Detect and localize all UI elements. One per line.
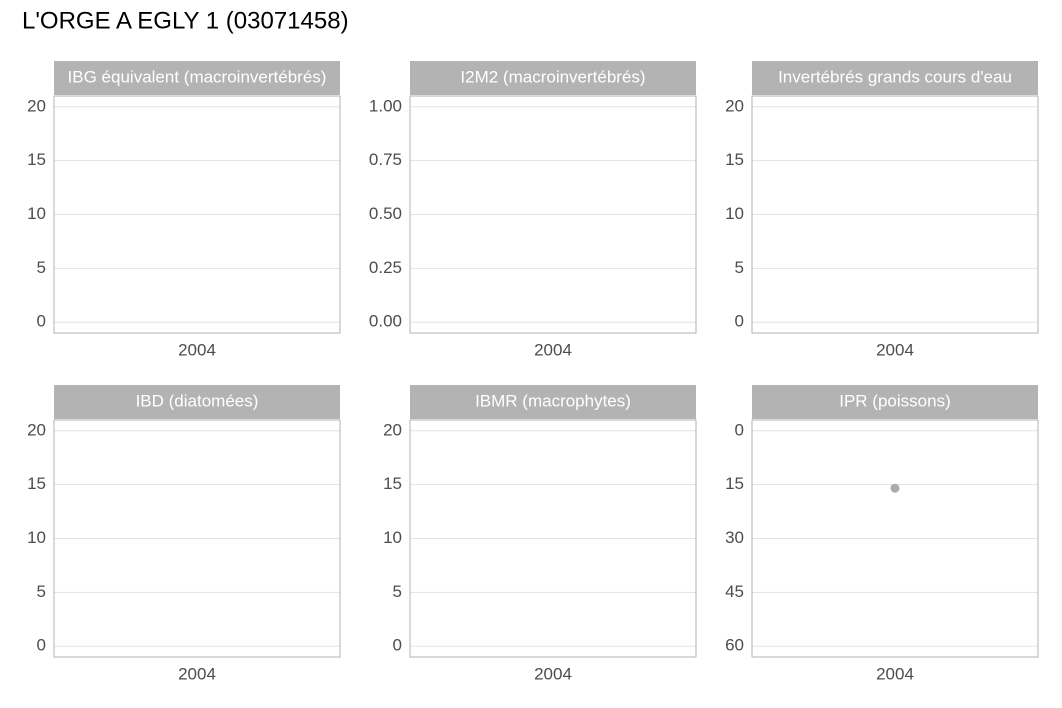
x-tick-label: 2004 xyxy=(534,664,572,683)
y-tick-label: 0 xyxy=(393,636,402,655)
panel-border xyxy=(53,419,341,658)
x-tick-label: 2004 xyxy=(876,340,914,359)
panel-title: IBD (diatomées) xyxy=(136,391,259,410)
strip xyxy=(752,61,1038,95)
y-tick-label: 1.00 xyxy=(369,96,402,115)
y-tick-label: 20 xyxy=(725,96,744,115)
y-tick-label: 0.75 xyxy=(369,150,402,169)
y-tick-label: 15 xyxy=(725,150,744,169)
y-tick-label: 10 xyxy=(383,528,402,547)
y-tick-label: 0 xyxy=(735,420,744,439)
y-tick-label: 5 xyxy=(37,258,46,277)
y-tick-label: 20 xyxy=(383,420,402,439)
strip xyxy=(410,385,696,419)
y-tick-label: 10 xyxy=(27,528,46,547)
y-tick-label: 0 xyxy=(37,312,46,331)
y-tick-label: 30 xyxy=(725,528,744,547)
x-tick-label: 2004 xyxy=(876,664,914,683)
x-tick-label: 2004 xyxy=(178,664,216,683)
strip xyxy=(752,385,1038,419)
y-tick-label: 15 xyxy=(27,150,46,169)
y-tick-label: 10 xyxy=(725,204,744,223)
strip xyxy=(54,61,340,95)
x-tick-label: 2004 xyxy=(534,340,572,359)
panel-border xyxy=(53,95,341,334)
panel-title: I2M2 (macroinvertébrés) xyxy=(460,67,645,86)
y-tick-label: 45 xyxy=(725,582,744,601)
chart-title: L'ORGE A EGLY 1 (03071458) xyxy=(22,7,349,34)
y-tick-label: 15 xyxy=(725,474,744,493)
panel-title: IBG équivalent (macroinvertébrés) xyxy=(68,67,327,86)
y-tick-label: 15 xyxy=(383,474,402,493)
panel-border xyxy=(751,95,1039,334)
panel-title: IPR (poissons) xyxy=(839,391,950,410)
y-tick-label: 10 xyxy=(27,204,46,223)
x-tick-label: 2004 xyxy=(178,340,216,359)
panel-border xyxy=(409,95,697,334)
y-tick-label: 0 xyxy=(735,312,744,331)
y-tick-label: 20 xyxy=(27,420,46,439)
strip xyxy=(54,385,340,419)
panel-border xyxy=(409,419,697,658)
y-tick-label: 60 xyxy=(725,636,744,655)
strip xyxy=(410,61,696,95)
y-tick-label: 0.25 xyxy=(369,258,402,277)
y-tick-label: 0.50 xyxy=(369,204,402,223)
panel-title: IBMR (macrophytes) xyxy=(475,391,631,410)
y-tick-label: 0.00 xyxy=(369,312,402,331)
y-tick-label: 5 xyxy=(393,582,402,601)
panel-title: Invertébrés grands cours d'eau xyxy=(778,67,1012,86)
y-tick-label: 15 xyxy=(27,474,46,493)
panel-border xyxy=(751,419,1039,658)
y-tick-label: 5 xyxy=(37,582,46,601)
y-tick-label: 5 xyxy=(735,258,744,277)
point xyxy=(890,483,900,493)
y-tick-label: 20 xyxy=(27,96,46,115)
y-tick-label: 0 xyxy=(37,636,46,655)
